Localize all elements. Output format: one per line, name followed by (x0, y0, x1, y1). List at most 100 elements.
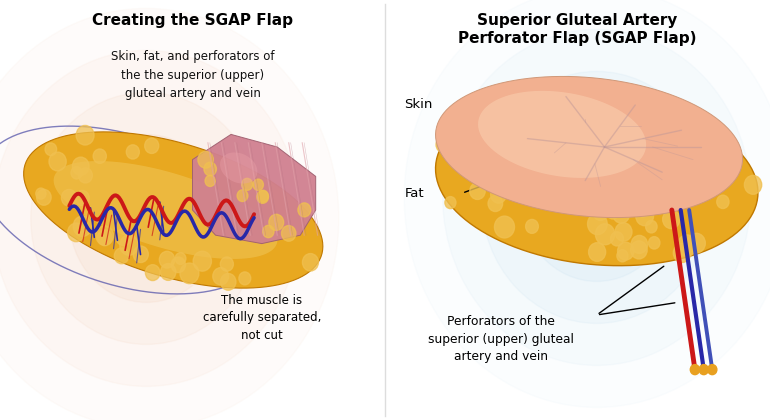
Circle shape (76, 126, 94, 145)
Circle shape (146, 265, 160, 281)
Circle shape (606, 203, 620, 219)
Circle shape (636, 206, 654, 226)
Circle shape (126, 145, 139, 159)
Circle shape (569, 198, 581, 211)
Circle shape (514, 164, 526, 177)
Circle shape (629, 148, 644, 163)
Circle shape (95, 226, 113, 245)
Polygon shape (478, 91, 646, 178)
Circle shape (553, 153, 567, 169)
Circle shape (595, 127, 614, 148)
Circle shape (72, 157, 89, 175)
Circle shape (35, 188, 46, 199)
Circle shape (62, 189, 77, 206)
Circle shape (120, 235, 139, 255)
Circle shape (651, 142, 669, 163)
Circle shape (93, 149, 106, 163)
Circle shape (79, 168, 92, 183)
Circle shape (481, 71, 712, 323)
Ellipse shape (220, 152, 257, 184)
Circle shape (681, 112, 695, 126)
Circle shape (145, 138, 159, 153)
Circle shape (269, 214, 283, 231)
Polygon shape (436, 76, 742, 218)
Circle shape (646, 171, 663, 190)
Circle shape (537, 144, 551, 160)
Circle shape (595, 224, 614, 245)
Polygon shape (24, 132, 323, 288)
Circle shape (257, 191, 269, 203)
Circle shape (508, 167, 527, 187)
Circle shape (569, 137, 589, 159)
Circle shape (193, 251, 212, 271)
Circle shape (673, 243, 691, 262)
Circle shape (470, 183, 485, 199)
Polygon shape (192, 134, 316, 244)
Circle shape (0, 50, 300, 386)
Circle shape (680, 156, 692, 170)
Circle shape (538, 131, 550, 144)
Circle shape (49, 152, 66, 171)
Circle shape (116, 228, 132, 246)
Circle shape (404, 0, 770, 407)
Circle shape (526, 219, 538, 234)
Circle shape (690, 365, 699, 375)
Circle shape (617, 250, 628, 262)
Circle shape (697, 129, 711, 145)
Text: Perforators of the
superior (upper) gluteal
artery and vein: Perforators of the superior (upper) glut… (427, 315, 574, 363)
Circle shape (688, 233, 705, 253)
Circle shape (237, 190, 248, 202)
Circle shape (631, 241, 648, 259)
Circle shape (699, 365, 708, 375)
Circle shape (198, 151, 213, 168)
Circle shape (649, 116, 660, 128)
Circle shape (71, 167, 82, 179)
Circle shape (298, 203, 311, 217)
Circle shape (98, 230, 112, 246)
Circle shape (634, 107, 647, 121)
Circle shape (436, 136, 450, 153)
Circle shape (445, 197, 456, 209)
Polygon shape (54, 161, 277, 259)
Circle shape (220, 257, 233, 271)
Circle shape (257, 190, 269, 202)
Circle shape (253, 179, 263, 190)
Circle shape (648, 236, 660, 249)
Circle shape (242, 178, 253, 190)
Circle shape (133, 246, 149, 262)
Circle shape (745, 176, 762, 194)
Text: Skin: Skin (404, 99, 433, 111)
Text: Skin, fat, and perforators of
the the superior (upper)
gluteal artery and vein: Skin, fat, and perforators of the the su… (111, 50, 274, 100)
Circle shape (68, 223, 85, 241)
Circle shape (31, 92, 262, 344)
Circle shape (634, 197, 652, 217)
Circle shape (0, 8, 339, 420)
Circle shape (448, 123, 467, 144)
Circle shape (604, 202, 618, 216)
Circle shape (631, 235, 648, 253)
Circle shape (37, 189, 51, 205)
Circle shape (488, 196, 503, 212)
Circle shape (717, 195, 729, 208)
Circle shape (213, 268, 229, 285)
Circle shape (707, 151, 722, 168)
Text: Creating the SGAP Flap: Creating the SGAP Flap (92, 13, 293, 28)
Circle shape (672, 162, 688, 178)
Circle shape (611, 232, 624, 246)
Circle shape (220, 273, 236, 290)
Circle shape (114, 248, 129, 264)
Circle shape (520, 113, 674, 281)
Circle shape (659, 184, 675, 202)
Circle shape (508, 181, 521, 194)
Polygon shape (436, 95, 758, 266)
Circle shape (45, 143, 57, 155)
Circle shape (663, 210, 680, 228)
Circle shape (628, 157, 645, 175)
Circle shape (490, 186, 507, 203)
Circle shape (69, 134, 223, 302)
Circle shape (688, 128, 707, 148)
Circle shape (73, 216, 92, 236)
Circle shape (615, 223, 632, 241)
Circle shape (618, 242, 634, 260)
Circle shape (159, 251, 175, 268)
